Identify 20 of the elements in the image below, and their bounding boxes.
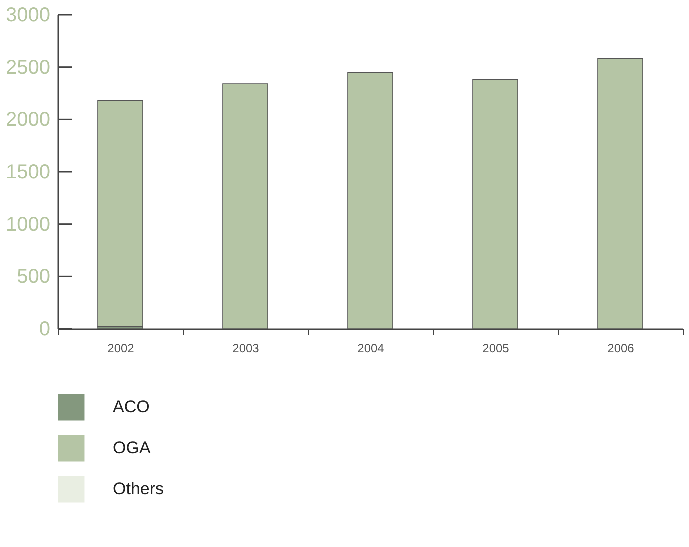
x-tick-label: 2004 (358, 342, 385, 356)
legend-label: ACO (113, 398, 150, 416)
x-tick-label: 2002 (108, 342, 135, 356)
y-tick-label: 2500 (6, 56, 50, 79)
bar (222, 84, 268, 330)
x-tick-label: 2003 (232, 342, 260, 356)
bar (348, 72, 394, 330)
y-tick-label: 0 (39, 318, 50, 340)
bar (472, 79, 518, 330)
legend-label: OGA (113, 438, 152, 458)
y-tick-label: 1500 (6, 162, 50, 184)
y-tick-label: 1000 (6, 214, 50, 236)
bar (598, 58, 644, 330)
legend-label: Others (113, 480, 164, 498)
y-tick-label: 500 (17, 266, 50, 288)
y-tick-label: 3000 (6, 4, 50, 26)
x-tick-label: 2005 (482, 342, 510, 356)
bar (98, 100, 144, 328)
y-tick-label: 2000 (6, 109, 50, 132)
x-tick-label: 2006 (608, 342, 635, 356)
